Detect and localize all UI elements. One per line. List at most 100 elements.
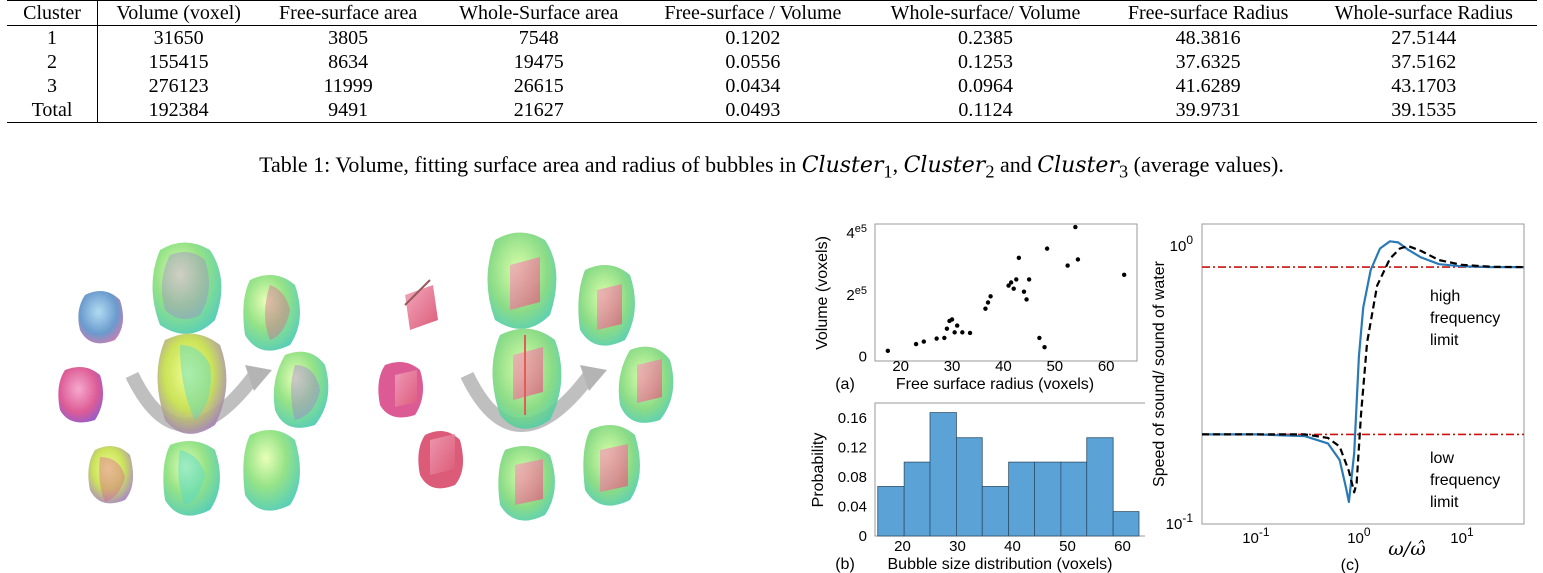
table-cell: 41.6289 [1175, 75, 1241, 97]
table-cell: 0.0964 [958, 75, 1013, 97]
x-tick-label: 30 [944, 358, 961, 375]
bubble-shape [88, 446, 134, 504]
panel-label: (a) [835, 376, 855, 393]
y-axis-label: Volume (voxels) [814, 236, 831, 350]
histogram-bar [1008, 461, 1035, 537]
histogram-bars [877, 412, 1140, 537]
fitted-bubble [418, 431, 464, 489]
bubble-shape [58, 366, 104, 423]
table-header: Cluster Volume (voxel) Free-surface area Wh… [7, 0, 1537, 26]
annotation-high-frequency: high frequency limit [1430, 288, 1500, 349]
y-tick-base: 10 [1166, 516, 1183, 533]
scatter-point [1021, 289, 1027, 294]
x-tick-exponent: 1 [1467, 525, 1474, 539]
cluster-subscript-2: 2 [985, 161, 995, 182]
column-header: Free-surface Radius [1127, 2, 1289, 24]
column-header: Free-surface / Volume [664, 2, 842, 24]
bubble-shape [78, 291, 124, 344]
y-axis-label: Probability [810, 433, 827, 508]
x-tick-labels: 20 30 40 50 60 [894, 538, 1131, 555]
bubble-cluster-illustration-smooth [58, 242, 329, 516]
table-cell: 8634 [328, 51, 369, 73]
y-tick-label: 0.08 [838, 469, 867, 486]
bubble-shape [152, 242, 222, 334]
rotation-arrowhead [245, 365, 272, 391]
y-tick-exponent: 0 [1186, 233, 1193, 247]
x-tick-label: 50 [1059, 538, 1076, 555]
scatter-point [949, 317, 955, 322]
y-tick-mantissa: 4 [846, 225, 854, 242]
table-cell: 0.0434 [725, 75, 781, 97]
table-cell: 3805 [328, 27, 369, 49]
header-row: Cluster Volume (voxel) Free-surface area Wh… [7, 0, 1537, 26]
y-tick-label: 2e5 [846, 285, 867, 304]
scatter-point [1014, 277, 1019, 282]
table-cell: Total [7, 98, 98, 123]
table-cell: 19475 [513, 51, 564, 73]
scatter-point [952, 330, 957, 335]
table-cell: 1 [7, 25, 98, 50]
series-lines [1202, 240, 1525, 504]
table-cell: 0.0493 [725, 99, 781, 121]
histogram-bar [903, 461, 931, 537]
bubble-shape [243, 430, 300, 511]
fitted-bubble [378, 361, 424, 418]
bubble-cluster-illustration-fitted [378, 232, 674, 521]
scatter-point [1044, 246, 1050, 251]
cluster-symbol-1: Cluster [801, 153, 884, 178]
fitted-bubble [404, 279, 438, 330]
x-tick-label: 10-1 [1242, 525, 1270, 547]
scatter-point [983, 306, 988, 311]
x-tick-label: 60 [1098, 358, 1115, 375]
table-cell: 37.6325 [1175, 51, 1241, 73]
y-tick-label: 100 [1170, 233, 1194, 255]
table-cell: 192384 [148, 99, 209, 121]
y-tick-label: 10-1 [1166, 511, 1194, 533]
scatter-point [942, 335, 947, 341]
histogram-bar [1060, 461, 1088, 537]
caption-suffix: (average values). [1128, 152, 1284, 177]
table-cell: 0.1124 [958, 99, 1013, 121]
scatter-point [1065, 263, 1070, 268]
fitted-bubble [492, 328, 562, 429]
histogram-bar [1112, 511, 1140, 537]
fitted-bubble [583, 425, 640, 506]
table-cell: 27.5144 [1391, 27, 1457, 49]
scatter-point [1121, 272, 1127, 277]
x-tick-label: 40 [1004, 538, 1021, 555]
table-cell: 0.1253 [958, 51, 1013, 73]
table-cell: 7548 [518, 27, 559, 49]
table-cell: 155415 [148, 51, 209, 73]
column-header: Whole-surface Radius [1334, 2, 1513, 24]
scatter-point [1042, 344, 1047, 350]
y-tick-label: 0.16 [838, 410, 867, 427]
annotation-low-frequency: low frequency limit [1430, 450, 1500, 511]
bubble-shape [157, 333, 227, 434]
y-tick-exponent: -1 [1182, 511, 1193, 525]
scatter-point [960, 330, 965, 335]
histogram-chart: 20 30 40 50 60 0 0.04 0.08 0.12 0.16 Bubble size… [810, 402, 1145, 573]
y-tick-label: 4e5 [846, 223, 867, 242]
table-caption: Table 1: Volume, fitting surface area an… [0, 152, 1543, 182]
scatter-point [954, 323, 960, 328]
table-cell: 276123 [148, 75, 209, 97]
scatter-point [1011, 286, 1016, 291]
fitted-bubble [578, 265, 635, 346]
table-body: 1 31650 3805 7548 0.1202 0.2385 48.3816 27.5144… [7, 25, 1537, 123]
table-cell: 48.3816 [1175, 27, 1241, 49]
table-row: Total 192384 9491 21627 0.0493 0.1124 39.9731 3… [7, 98, 1537, 123]
y-tick-label: 0 [859, 348, 867, 365]
table-row: 3 276123 11999 26615 0.0434 0.0964 41.6289 43.1… [7, 74, 1537, 98]
caption-separator: , [892, 152, 904, 177]
rotation-arrowhead [580, 365, 607, 391]
table-row: 2 155415 8634 19475 0.0556 0.1253 37.6325 37.51… [7, 50, 1537, 74]
scatter-point [1073, 224, 1078, 230]
histogram-bar [929, 412, 957, 537]
histogram-bar [955, 437, 983, 537]
x-tick-base: 10 [1347, 530, 1364, 547]
table-cell: 31650 [153, 27, 204, 49]
histogram-bar [877, 486, 905, 537]
table-cell: 37.5162 [1391, 51, 1457, 73]
